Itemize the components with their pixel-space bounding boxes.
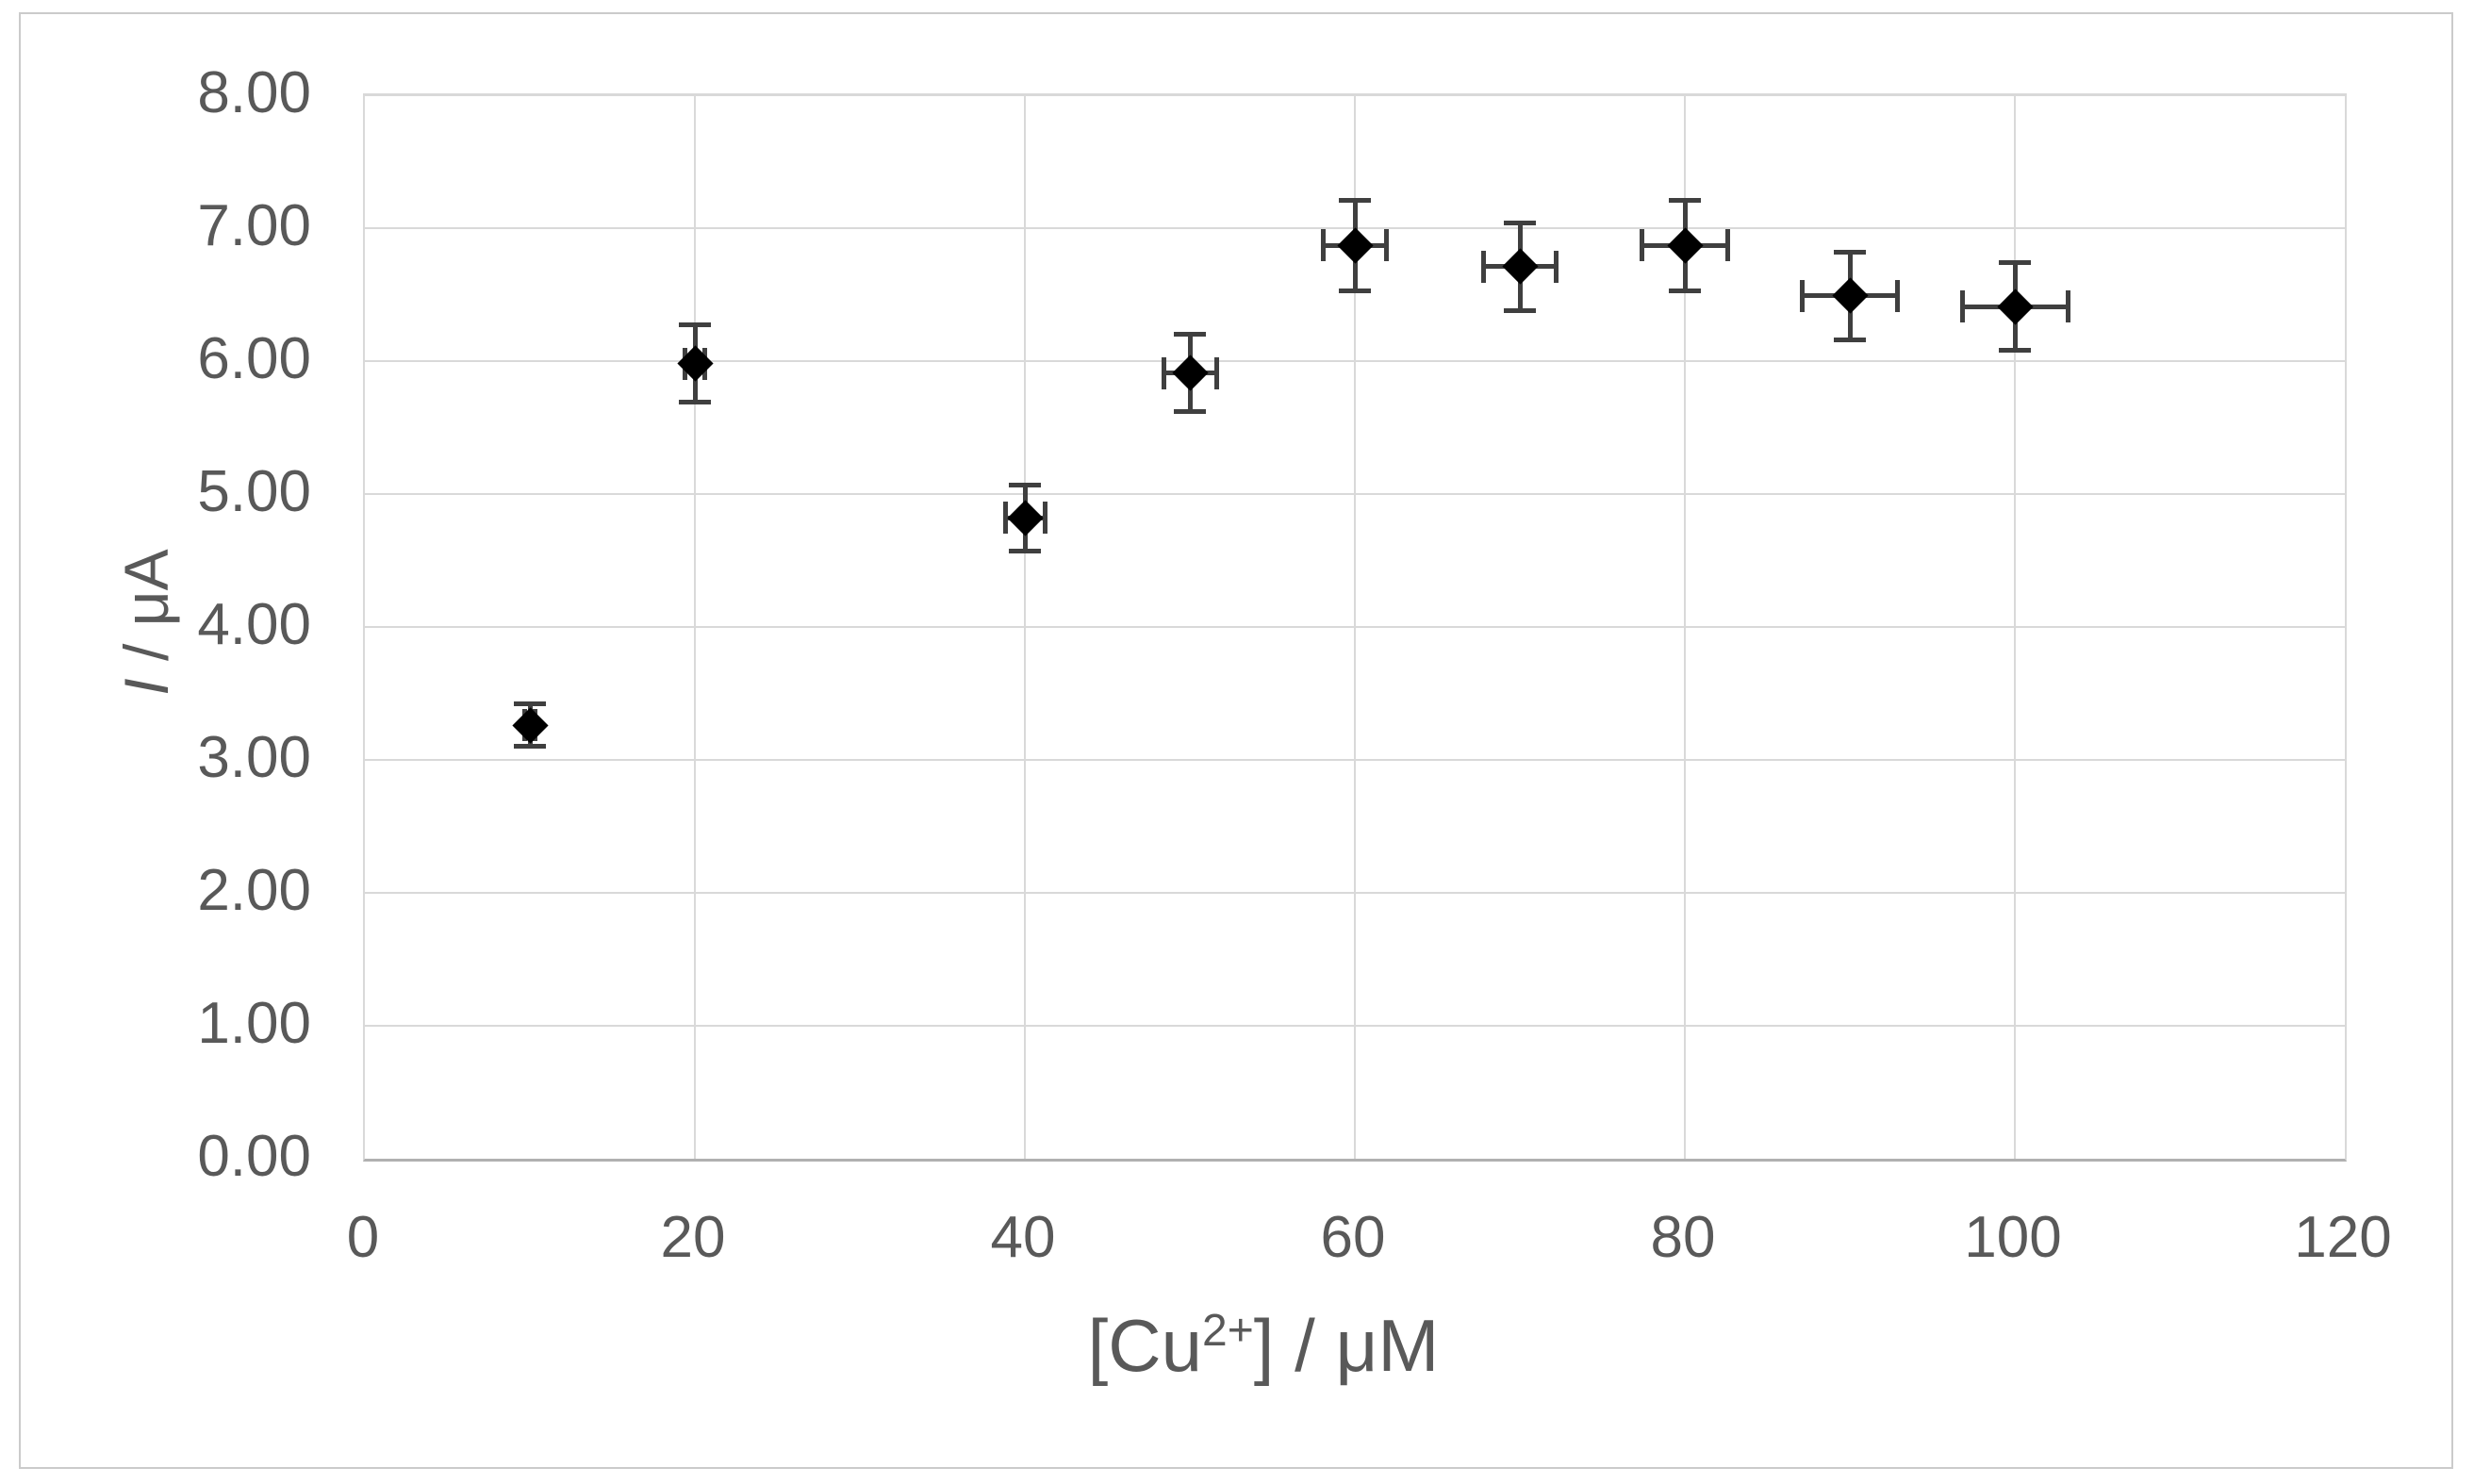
y-error-bar-cap-top [1504, 220, 1536, 225]
x-axis-tick-label: 20 [660, 1205, 726, 1270]
y-error-bar-cap-top [679, 322, 711, 328]
x-error-bar-cap-left [1481, 250, 1486, 283]
y-axis-tick-label: 7.00 [197, 193, 311, 258]
x-axis-tick-label: 60 [1320, 1205, 1386, 1270]
x-axis-title-superscript: 2+ [1202, 1306, 1254, 1356]
y-axis-tick-label: 0.00 [197, 1124, 311, 1189]
data-point-marker [1666, 227, 1704, 264]
y-error-bar-cap-top [1669, 197, 1701, 203]
y-axis-tick-label: 2.00 [197, 858, 311, 923]
x-axis-tick-label: 120 [2294, 1205, 2392, 1270]
y-error-bar-cap-top [1174, 332, 1206, 338]
y-axis-title-unit: / μA [111, 549, 181, 679]
gridline-vertical [1024, 95, 1026, 1159]
gridline-vertical [1354, 95, 1356, 1159]
x-error-bar-cap-right [2065, 290, 2070, 323]
x-axis-tick-label: 80 [1650, 1205, 1716, 1270]
x-error-bar-cap-right [1383, 229, 1389, 262]
y-error-bar-cap-bottom [1669, 288, 1701, 293]
x-error-bar-cap-left [1002, 502, 1008, 535]
y-error-bar-cap-bottom [1339, 288, 1371, 293]
x-error-bar-cap-right [1895, 279, 1901, 312]
data-point-marker [1501, 248, 1539, 285]
x-axis-title: [Cu2+] / μM [1088, 1303, 1440, 1389]
y-error-bar-cap-top [1339, 197, 1371, 203]
y-axis-tick-label: 6.00 [197, 326, 311, 391]
y-error-bar-cap-bottom [1999, 348, 2031, 354]
x-error-bar-cap-left [1799, 279, 1805, 312]
x-error-bar-cap-left [1640, 229, 1644, 262]
y-error-bar-cap-bottom [1504, 307, 1536, 313]
x-error-bar-cap-left [1161, 356, 1166, 389]
y-axis-tick-label: 1.00 [197, 991, 311, 1056]
x-axis-tick-label: 40 [990, 1205, 1056, 1270]
y-axis-tick-label: 8.00 [197, 60, 311, 125]
y-error-bar-cap-bottom [514, 744, 546, 750]
y-error-bar-cap-bottom [1834, 337, 1866, 342]
x-axis-tick-label: 0 [346, 1205, 380, 1270]
x-axis-tick-label: 100 [1964, 1205, 2062, 1270]
data-point-marker [1996, 289, 2034, 325]
y-axis-tick-label: 4.00 [197, 592, 311, 657]
data-point-marker [1336, 227, 1374, 264]
y-error-bar-cap-top [514, 701, 546, 707]
data-point-marker [1831, 277, 1869, 314]
x-error-bar-cap-left [1959, 290, 1965, 323]
y-error-bar-cap-top [1834, 249, 1866, 255]
gridline-vertical [2014, 95, 2016, 1159]
y-axis-tick-label: 5.00 [197, 459, 311, 524]
x-error-bar-cap-right [1725, 229, 1730, 262]
y-axis-title: I / μA [110, 549, 182, 695]
x-axis-title-suffix: ] / μM [1253, 1304, 1440, 1387]
x-error-bar-cap-right [1213, 356, 1219, 389]
x-error-bar-cap-left [1321, 229, 1327, 262]
x-error-bar-cap-right [1042, 502, 1047, 535]
y-error-bar-cap-bottom [1009, 549, 1041, 554]
x-error-bar-cap-right [1554, 250, 1559, 283]
y-error-bar-cap-top [1999, 260, 2031, 266]
x-axis-title-prefix: [Cu [1087, 1304, 1203, 1387]
gridline-vertical [1684, 95, 1686, 1159]
y-axis-title-symbol: I [111, 678, 181, 696]
y-error-bar-cap-bottom [1174, 409, 1206, 415]
y-error-bar-cap-top [1009, 482, 1041, 487]
data-point-marker [511, 707, 549, 744]
y-error-bar-cap-bottom [679, 400, 711, 405]
y-axis-tick-label: 3.00 [197, 725, 311, 790]
data-point-marker [1006, 500, 1044, 536]
plot-area [363, 93, 2347, 1162]
gridline-vertical [694, 95, 696, 1159]
